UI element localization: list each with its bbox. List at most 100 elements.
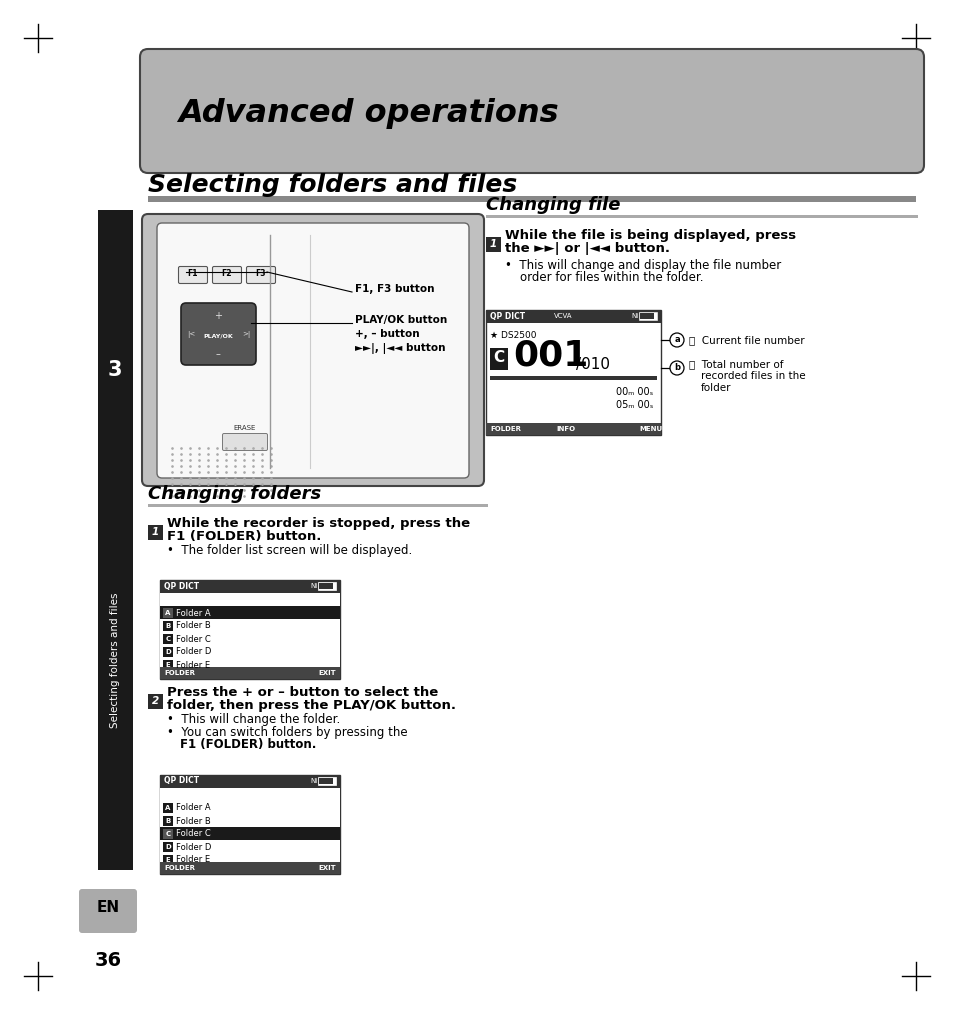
FancyBboxPatch shape [157, 223, 469, 478]
Text: F2: F2 [221, 270, 232, 279]
Text: QP DICT: QP DICT [164, 581, 199, 590]
Text: +, – button: +, – button [355, 329, 419, 339]
Bar [98, 210, 132, 870]
Text: recorded files in the: recorded files in the [700, 371, 804, 381]
Text: B: B [165, 623, 171, 629]
Text: >|: >| [242, 332, 250, 339]
Text: /010: /010 [576, 358, 609, 372]
Text: Changing file: Changing file [485, 196, 619, 214]
Text: Advanced operations: Advanced operations [178, 98, 558, 129]
Text: EXIT: EXIT [317, 670, 335, 676]
Bar [485, 423, 660, 435]
Text: D: D [165, 649, 171, 655]
Text: |<: |< [187, 332, 195, 339]
Text: •  You can switch folders by pressing the: • You can switch folders by pressing the [167, 726, 407, 739]
Text: Folder B: Folder B [175, 622, 211, 631]
FancyBboxPatch shape [140, 49, 923, 173]
Bar [148, 694, 163, 709]
FancyBboxPatch shape [213, 267, 241, 284]
Text: •  This will change and display the file number: • This will change and display the file … [504, 259, 781, 272]
Text: Ⓑ  Total number of: Ⓑ Total number of [688, 359, 782, 369]
Text: EN: EN [96, 900, 119, 916]
Text: While the recorder is stopped, press the: While the recorder is stopped, press the [167, 517, 470, 530]
FancyBboxPatch shape [246, 267, 275, 284]
Bar [485, 310, 660, 435]
Text: 1: 1 [152, 527, 159, 537]
Text: FOLDER: FOLDER [164, 670, 194, 676]
Bar [160, 862, 339, 874]
Bar [148, 525, 163, 540]
Text: Ni: Ni [630, 313, 638, 319]
Text: Selecting folders and files: Selecting folders and files [110, 592, 120, 728]
Text: the ►►| or |◄◄ button.: the ►►| or |◄◄ button. [504, 242, 669, 255]
Text: F1: F1 [188, 270, 198, 279]
Bar [148, 504, 488, 507]
Text: Changing folders: Changing folders [148, 485, 321, 503]
Text: 2: 2 [152, 696, 159, 706]
FancyBboxPatch shape [178, 267, 208, 284]
Text: 3: 3 [108, 360, 122, 380]
Bar [485, 310, 660, 323]
Bar [485, 215, 917, 218]
Text: ERASE: ERASE [233, 425, 256, 431]
Bar [317, 582, 335, 590]
Text: Folder C: Folder C [175, 635, 211, 644]
Text: While the file is being displayed, press: While the file is being displayed, press [504, 229, 796, 242]
Text: Folder E: Folder E [175, 660, 210, 669]
Bar [163, 803, 172, 813]
Circle shape [669, 361, 683, 375]
Circle shape [669, 333, 683, 347]
Text: C: C [493, 351, 504, 365]
Bar [317, 777, 335, 785]
Text: 1: 1 [489, 239, 497, 249]
Text: folder, then press the PLAY/OK button.: folder, then press the PLAY/OK button. [167, 699, 456, 712]
FancyBboxPatch shape [181, 303, 255, 365]
Bar [490, 348, 507, 370]
Text: •  This will change the folder.: • This will change the folder. [167, 713, 340, 726]
Text: •  The folder list screen will be displayed.: • The folder list screen will be display… [167, 544, 412, 557]
Text: A: A [165, 805, 171, 811]
Bar [163, 660, 172, 670]
Text: PLAY/OK button: PLAY/OK button [355, 315, 447, 325]
Text: INFO: INFO [556, 426, 575, 432]
Text: 00ₘ 00ₛ: 00ₘ 00ₛ [616, 387, 653, 397]
Text: 36: 36 [94, 950, 121, 969]
FancyBboxPatch shape [79, 889, 137, 933]
Text: folder: folder [700, 383, 731, 393]
Bar [160, 667, 339, 679]
Text: Folder A: Folder A [175, 803, 211, 812]
Bar [318, 583, 333, 589]
Text: 001: 001 [513, 338, 588, 372]
Bar [318, 778, 333, 784]
Text: Folder E: Folder E [175, 856, 210, 865]
Text: C: C [165, 636, 171, 642]
Bar [639, 312, 657, 320]
Text: Folder A: Folder A [175, 608, 211, 618]
Bar [163, 842, 172, 852]
Text: Press the + or – button to select the: Press the + or – button to select the [167, 686, 437, 699]
Bar [160, 775, 339, 788]
Text: QP DICT: QP DICT [490, 311, 524, 320]
Bar [163, 855, 172, 865]
Bar [160, 593, 339, 679]
Bar [163, 634, 172, 644]
Text: +: + [213, 311, 222, 321]
Text: E: E [166, 857, 171, 863]
Text: ►►|, |◄◄ button: ►►|, |◄◄ button [355, 343, 445, 354]
Bar [160, 606, 339, 619]
Text: Folder D: Folder D [175, 648, 212, 656]
Text: Folder C: Folder C [175, 829, 211, 839]
Text: Folder D: Folder D [175, 843, 212, 852]
Text: VCVA: VCVA [554, 313, 572, 319]
Text: ★ DS2500: ★ DS2500 [490, 331, 536, 340]
Text: Ni: Ni [310, 583, 317, 589]
Text: A: A [165, 610, 171, 615]
Text: FOLDER: FOLDER [164, 865, 194, 871]
Bar [160, 788, 339, 874]
Bar [639, 313, 654, 319]
Text: order for files within the folder.: order for files within the folder. [519, 271, 702, 284]
Text: F1 (FOLDER) button.: F1 (FOLDER) button. [180, 738, 316, 751]
Text: F3: F3 [255, 270, 266, 279]
Bar [163, 608, 172, 618]
Bar [163, 829, 172, 839]
